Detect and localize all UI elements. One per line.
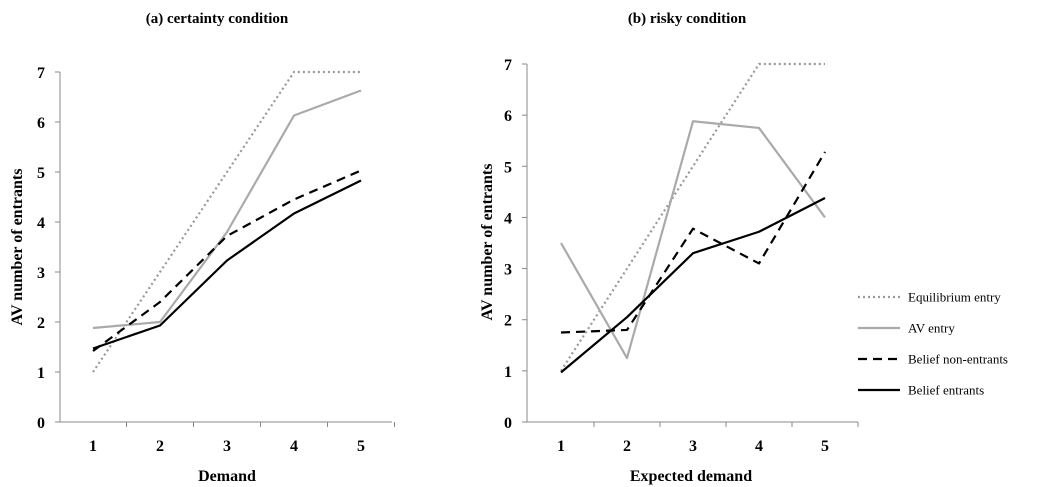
y-tick-label: 4 [504,210,512,227]
series-line-belief-entrants [560,197,826,374]
series-line-av-entry [560,120,826,360]
legend-label: AV entry [908,321,955,336]
x-tick-label: 2 [156,438,164,455]
panel-a-x-ticks: 1 2 3 4 5 [89,422,395,455]
x-tick-label: 3 [689,438,697,455]
panel-a-series [92,70,362,373]
panel-b-x-axis-title: Expected demand [630,468,752,485]
panel-b-title: (b) risky condition [628,11,747,27]
panel-b-x-ticks: 1 2 3 4 5 [557,422,859,455]
y-tick-label: 1 [37,365,45,382]
x-tick-label: 3 [223,438,231,455]
panel-a-x-axis-title: Demand [198,468,256,485]
panel-a-y-axis-title: AV number of entrants [9,169,26,326]
legend-item: Belief non-entrants [858,352,1008,367]
y-tick-label: 4 [37,215,45,232]
legend-label: Equilibrium entry [908,290,1001,305]
panel-certainty: (a) certainty condition AV number of ent… [9,11,395,485]
y-tick-label: 5 [37,165,45,182]
series-line-belief-entrants [92,179,362,350]
panel-b-y-ticks: 0 1 2 3 4 5 6 7 [504,57,527,432]
series-line-equilibrium-entry [560,62,825,372]
y-tick-label: 7 [37,65,45,82]
legend-label: Belief non-entrants [908,352,1008,367]
y-tick-label: 3 [37,265,45,282]
y-tick-label: 1 [504,364,512,381]
x-tick-label: 4 [290,438,298,455]
y-tick-label: 0 [37,415,45,432]
series-line-belief-non-entrants [92,169,362,352]
legend-item: Equilibrium entry [858,290,1001,305]
legend-item: AV entry [858,321,955,336]
y-tick-label: 6 [504,108,512,125]
panel-b-series [560,62,826,374]
y-tick-label: 7 [504,57,512,74]
y-tick-label: 5 [504,159,512,176]
panel-a-y-ticks: 0 1 2 3 4 5 6 7 [37,65,60,432]
panel-b-y-axis-title: AV number of entrants [479,164,496,321]
legend: Equilibrium entry AV entry Belief non-entr… [858,290,1008,398]
panel-risky: (b) risky condition AV number of entrant… [479,11,859,485]
x-tick-label: 1 [557,438,565,455]
series-line-av-entry [92,89,362,330]
y-tick-label: 0 [504,415,512,432]
legend-label: Belief entrants [908,383,984,398]
x-tick-label: 5 [357,438,365,455]
series-line-belief-non-entrants [560,151,826,334]
panel-a-title: (a) certainty condition [146,11,289,27]
legend-item: Belief entrants [858,383,984,398]
panel-b-axes [526,64,858,423]
panel-a-axes [59,72,392,423]
y-tick-label: 2 [37,315,45,332]
x-tick-label: 5 [821,438,829,455]
x-tick-label: 1 [89,438,97,455]
x-tick-label: 4 [755,438,763,455]
y-tick-label: 6 [37,115,45,132]
y-tick-label: 3 [504,262,512,279]
y-tick-label: 2 [504,313,512,330]
x-tick-label: 2 [623,438,631,455]
series-line-equilibrium-entry [92,70,361,373]
